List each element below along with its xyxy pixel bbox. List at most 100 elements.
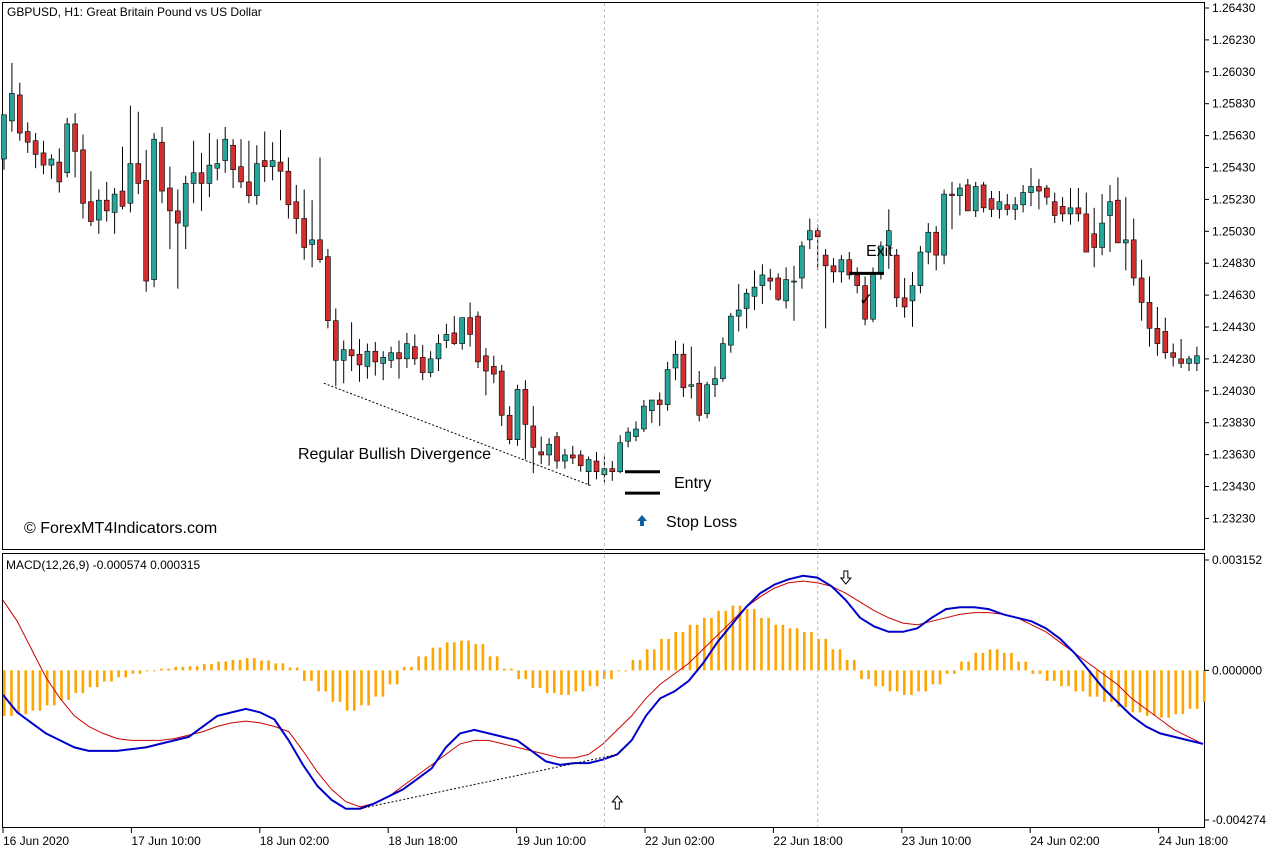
macd-histogram-bar [403,666,406,671]
macd-histogram-bar [1160,670,1163,718]
macd-histogram-bar [603,670,606,680]
candle [40,140,47,175]
candle [135,111,142,195]
candle [190,140,197,204]
macd-histogram-bar [910,670,913,695]
candle [364,343,371,379]
macd-histogram-bar [1145,670,1149,716]
macd-histogram-bar [74,670,78,694]
macd-histogram-bar [395,670,399,685]
macd-histogram-bar [3,670,6,716]
macd-histogram-bar [945,670,949,674]
candle [1146,276,1153,347]
macd-histogram-bar [595,670,599,687]
macd-histogram-bar [167,668,170,671]
candle [546,438,552,466]
price-tick-label: 1.25030 [1212,224,1256,238]
macd-histogram-bar [974,652,978,671]
macd-histogram-bar [660,638,663,671]
macd-histogram-bar [824,638,828,671]
macd-histogram-bar [995,649,999,671]
macd-histogram-bar [31,670,35,711]
macd-histogram-bar [531,670,535,688]
candle [24,122,31,153]
candle [490,355,497,384]
macd-histogram-bar [674,631,678,671]
macd-histogram-bar [460,640,463,671]
candle [380,351,387,381]
candle [254,145,260,205]
macd-histogram-bar [24,670,28,715]
candle [404,332,410,368]
macd-histogram-bar [324,670,328,692]
macd-histogram-bar [153,670,156,672]
macd-histogram-bar [474,644,478,671]
macd-histogram-bar [924,670,928,692]
candle [806,218,813,250]
candle [317,157,323,263]
candle [688,346,695,399]
macd-histogram-bar [731,605,735,671]
candle [980,181,987,213]
candle [1083,192,1090,253]
macd-histogram-bar [288,667,292,671]
candle [293,184,300,234]
macd-histogram-bar [38,670,42,711]
candle [925,223,932,265]
price-tick-label: 1.26430 [1212,1,1256,15]
candle [593,451,600,480]
macd-histogram-bar [45,670,49,706]
macd-histogram-bar [503,668,506,671]
macd-histogram-bar [874,670,878,687]
macd-histogram-bar [131,670,135,674]
macd-histogram-bar [145,670,149,672]
macd-histogram-bar [681,631,685,671]
macd-histogram-bar [81,670,85,694]
macd-histogram-bar [581,670,585,692]
macd-histogram-bar [360,670,363,706]
macd-histogram-bar [17,670,20,715]
macd-histogram-bar [53,670,56,706]
candle [664,361,671,411]
candle [32,133,39,169]
macd-histogram-bar [424,656,428,671]
macd-histogram-bar [845,659,849,671]
macd-histogram-bar [860,670,863,680]
macd-histogram-bar [67,670,70,701]
candle [1099,194,1105,256]
macd-histogram-bar [1024,661,1028,671]
candle [988,191,995,217]
macd-histogram-bar [495,656,499,671]
candle [309,200,315,268]
macd-histogram-bar [281,663,285,671]
macd-histogram-bar [1031,670,1035,674]
macd-histogram-bar [60,670,63,701]
macd-histogram-bar [310,670,313,681]
macd-histogram-bar [688,624,692,671]
macd-histogram-bar [517,670,520,680]
macd-histogram-bar [188,666,192,671]
macd-histogram-bar [960,661,963,671]
macd-histogram-bar [1167,670,1170,718]
macd-tick-label: 0.000000 [1212,663,1262,677]
macd-histogram-bar [767,617,770,671]
candle [838,255,845,283]
macd-histogram-bar [1174,670,1178,715]
macd-histogram-bar [195,666,199,671]
macd-histogram-bar [117,670,120,678]
candle [759,264,766,304]
macd-histogram-bar [110,670,113,682]
price-tick-label: 1.26230 [1212,33,1256,47]
price-chart-title: GBPUSD, H1: Great Britain Pound vs US Do… [7,5,262,19]
macd-histogram-bar [760,617,763,671]
time-tick-label: 18 Jun 02:00 [260,834,330,848]
candle [72,113,78,178]
candle [648,399,655,423]
macd-histogram-bar [553,670,556,694]
candle [1130,218,1137,286]
macd-histogram-bar [295,667,299,671]
annotation-regular-bullish-divergence: Regular Bullish Divergence [298,446,491,463]
candle [885,209,892,269]
macd-histogram-bar [653,649,656,671]
macd-histogram-bar [967,661,970,671]
